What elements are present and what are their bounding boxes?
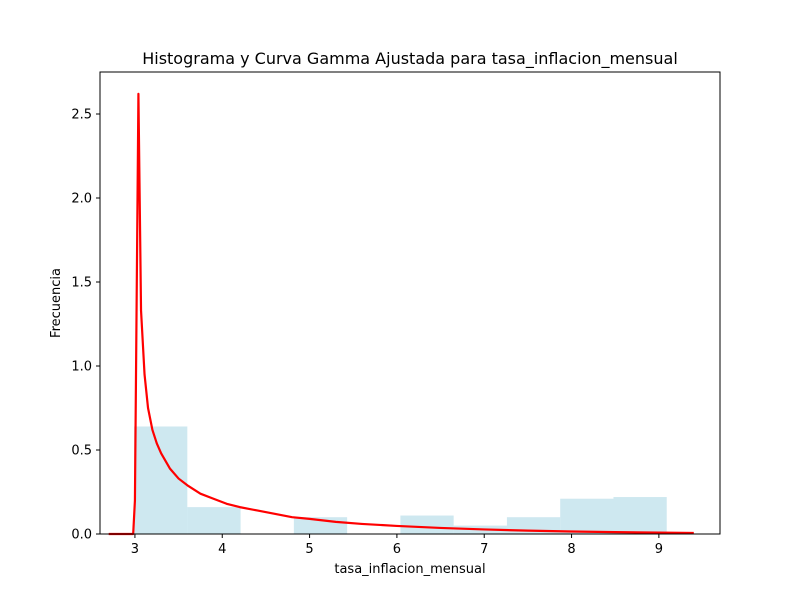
y-tick-label: 0.5 <box>71 444 92 459</box>
histogram-bar <box>400 515 454 534</box>
histogram-bar <box>134 426 188 534</box>
histogram-bar <box>187 507 241 534</box>
histogram-bars <box>134 426 667 534</box>
x-tick-label: 8 <box>567 542 575 557</box>
x-tick-label: 9 <box>655 542 663 557</box>
fitted-gamma-curve <box>108 92 694 536</box>
histogram-bar <box>613 497 667 534</box>
x-axis-label: tasa_inflacion_mensual <box>334 562 485 577</box>
plot-frame <box>99 71 721 535</box>
histogram-bar <box>560 498 614 534</box>
x-tick-label: 5 <box>305 542 313 557</box>
x-axis-ticks: 3 4 5 6 7 8 9 <box>131 534 663 557</box>
y-axis-ticks: 0.0 0.5 1.0 1.5 2.0 2.5 <box>71 108 100 543</box>
x-tick-label: 7 <box>480 542 488 557</box>
y-tick-label: 1.0 <box>71 360 92 375</box>
y-axis-label: Frecuencia <box>49 268 64 338</box>
x-tick-label: 4 <box>218 542 226 557</box>
x-tick-label: 6 <box>393 542 401 557</box>
fitted-curve-layer <box>108 92 694 536</box>
y-tick-label: 0.0 <box>71 528 92 543</box>
y-tick-label: 1.5 <box>71 276 92 291</box>
chart-title: Histograma y Curva Gamma Ajustada para t… <box>142 49 678 69</box>
y-tick-label: 2.5 <box>71 108 92 123</box>
x-tick-label: 3 <box>131 542 139 557</box>
y-tick-label: 2.0 <box>71 192 92 207</box>
